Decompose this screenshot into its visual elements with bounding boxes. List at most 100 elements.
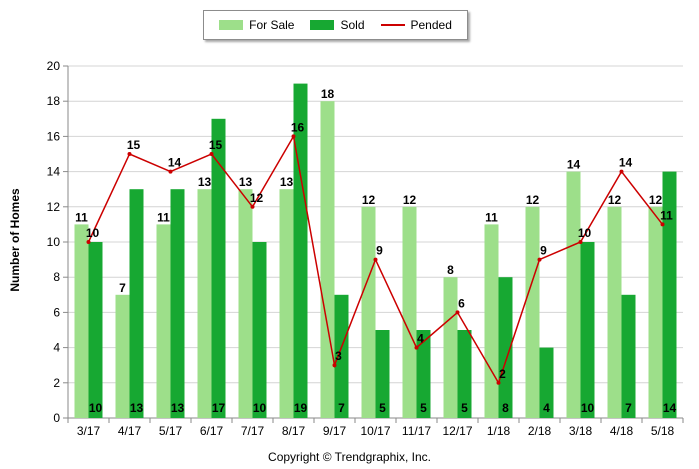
x-tick-label: 10/17 <box>360 424 390 438</box>
label-pended: 10 <box>578 226 592 240</box>
bar-sold <box>334 294 349 418</box>
label-pended: 12 <box>250 191 264 205</box>
label-sold: 7 <box>625 401 632 415</box>
pended-point <box>250 204 255 209</box>
label-sold: 4 <box>543 401 550 415</box>
x-tick-label: 9/17 <box>323 424 347 438</box>
label-for-sale: 18 <box>321 87 335 101</box>
legend-item-for-sale: For Sale <box>219 18 294 32</box>
bar-for-sale <box>238 189 253 418</box>
legend-label-sold: Sold <box>340 18 365 32</box>
label-sold: 13 <box>130 401 144 415</box>
pended-point <box>86 240 91 244</box>
label-sold: 10 <box>253 401 267 415</box>
bar-sold <box>293 83 308 418</box>
y-axis-label: Number of Homes <box>8 188 22 292</box>
y-tick-label: 4 <box>53 341 60 355</box>
bar-sold <box>375 330 390 418</box>
legend-swatch-sold <box>310 20 335 30</box>
label-sold: 17 <box>212 401 226 415</box>
label-for-sale: 12 <box>362 193 376 207</box>
bar-for-sale <box>525 206 540 418</box>
label-pended: 4 <box>417 332 424 346</box>
x-tick-label: 5/18 <box>651 424 675 438</box>
x-tick-label: 2/18 <box>528 424 552 438</box>
label-sold: 7 <box>338 401 345 415</box>
label-pended: 15 <box>127 138 141 152</box>
bar-sold <box>580 242 595 418</box>
copyright: Copyright © Trendgraphix, Inc. <box>268 450 431 464</box>
legend-swatch-for-sale <box>219 20 244 30</box>
label-for-sale: 11 <box>485 210 498 224</box>
pended-point <box>414 345 419 350</box>
x-tick-label: 3/18 <box>569 424 593 438</box>
label-pended: 10 <box>86 226 100 240</box>
pended-point <box>537 257 542 262</box>
bar-sold <box>662 171 677 418</box>
bar-for-sale <box>648 206 663 418</box>
bar-sold <box>129 189 144 418</box>
pended-line <box>86 134 665 385</box>
bar-for-sale <box>607 206 622 418</box>
label-for-sale: 12 <box>608 193 622 207</box>
bar-for-sale <box>443 277 458 418</box>
bar-for-sale <box>115 294 130 418</box>
data-labels: 11 10 10 7 13 15 11 13 14 13 17 15 13 10 12 13 19 16 18 7 3 1… <box>75 87 676 415</box>
legend-label-for-sale: For Sale <box>249 18 295 32</box>
label-pended: 14 <box>619 156 633 170</box>
y-tick-label: 10 <box>47 235 61 249</box>
bar-for-sale <box>156 224 171 418</box>
bar-for-sale <box>484 224 499 418</box>
y-tick-label: 14 <box>47 165 61 179</box>
pended-point <box>619 169 624 174</box>
x-tick-label: 12/17 <box>442 424 472 438</box>
bar-sold <box>416 330 431 418</box>
legend-item-sold: Sold <box>310 18 365 32</box>
label-for-sale: 7 <box>119 281 126 295</box>
label-pended: 9 <box>540 244 547 258</box>
y-tick-label: 20 <box>47 59 61 73</box>
label-pended: 9 <box>376 244 383 258</box>
pended-point <box>373 257 378 262</box>
label-sold: 10 <box>89 401 103 415</box>
label-for-sale: 12 <box>526 193 540 207</box>
label-pended: 11 <box>660 208 673 222</box>
bar-for-sale <box>74 224 89 418</box>
bar-sold <box>457 330 472 418</box>
bar-sold <box>252 242 267 418</box>
x-tick-label: 1/18 <box>487 424 511 438</box>
bar-for-sale <box>197 189 212 418</box>
label-sold: 8 <box>502 401 509 415</box>
x-tick-label: 3/17 <box>77 424 101 438</box>
label-sold: 13 <box>171 401 185 415</box>
x-tick-label: 4/18 <box>610 424 634 438</box>
label-for-sale: 8 <box>447 263 454 277</box>
y-tick-label: 16 <box>47 129 61 143</box>
x-tick-label: 6/17 <box>200 424 224 438</box>
pended-point <box>332 363 337 368</box>
pended-point <box>578 240 583 244</box>
pended-point <box>291 134 296 139</box>
label-sold: 10 <box>581 401 595 415</box>
bar-for-sale <box>320 101 335 418</box>
label-sold: 14 <box>663 401 677 415</box>
pended-point <box>496 380 501 385</box>
bar-sold <box>170 189 185 418</box>
pended-point <box>168 169 173 174</box>
y-tick-label: 6 <box>53 305 60 319</box>
label-sold: 5 <box>379 401 386 415</box>
label-sold: 5 <box>420 401 427 415</box>
label-pended: 6 <box>458 296 465 310</box>
x-tick-label: 4/17 <box>118 424 142 438</box>
y-tick-label: 0 <box>53 411 60 425</box>
label-pended: 2 <box>499 367 506 381</box>
y-tick-label: 8 <box>53 270 60 284</box>
bar-for-sale <box>566 171 581 418</box>
legend-item-pended: Pended <box>380 18 452 32</box>
label-for-sale: 12 <box>403 193 417 207</box>
label-for-sale: 13 <box>198 175 212 189</box>
label-pended: 14 <box>168 156 182 170</box>
bar-for-sale <box>361 206 376 418</box>
pended-point <box>455 310 460 315</box>
x-tick-label: 7/17 <box>241 424 265 438</box>
